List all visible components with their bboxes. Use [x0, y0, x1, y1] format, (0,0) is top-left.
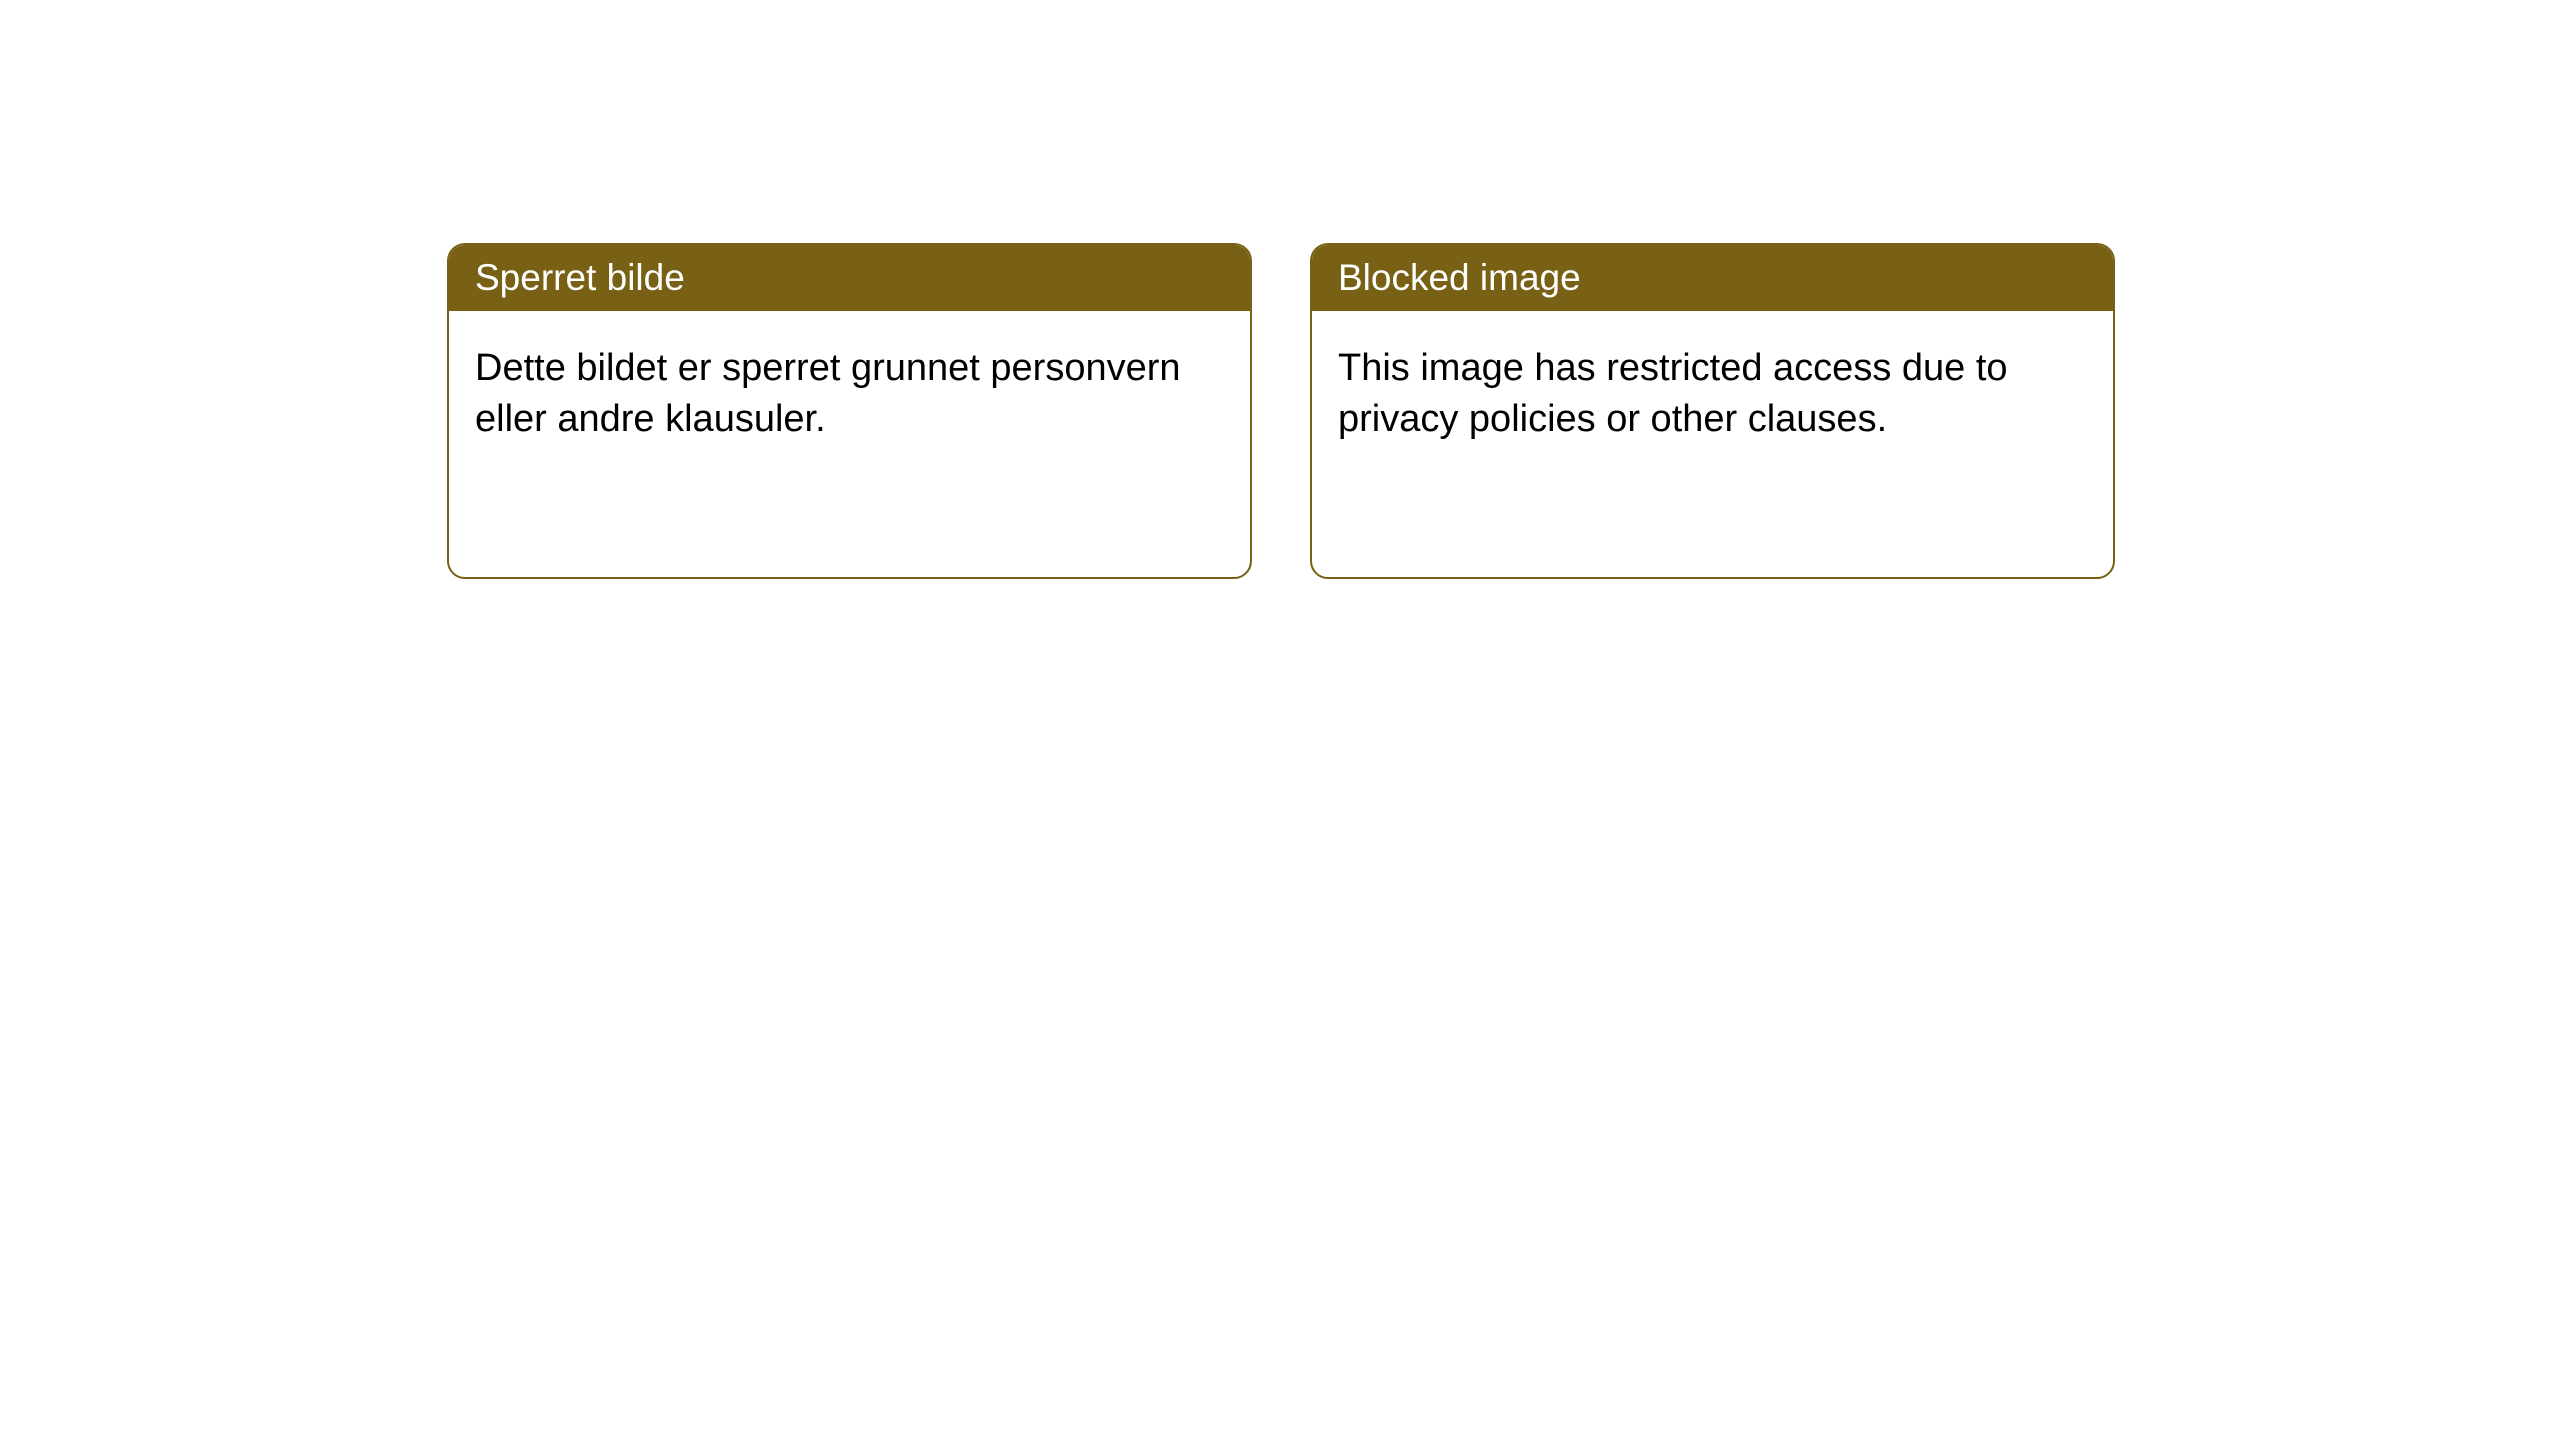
notice-header: Blocked image [1312, 245, 2113, 311]
notice-title: Sperret bilde [475, 257, 685, 298]
notice-body: Dette bildet er sperret grunnet personve… [449, 311, 1250, 478]
notice-body-text: Dette bildet er sperret grunnet personve… [475, 347, 1181, 440]
notice-card-norwegian: Sperret bilde Dette bildet er sperret gr… [447, 243, 1252, 579]
notice-body: This image has restricted access due to … [1312, 311, 2113, 478]
notice-title: Blocked image [1338, 257, 1581, 298]
notice-container: Sperret bilde Dette bildet er sperret gr… [447, 243, 2115, 579]
notice-header: Sperret bilde [449, 245, 1250, 311]
notice-card-english: Blocked image This image has restricted … [1310, 243, 2115, 579]
notice-body-text: This image has restricted access due to … [1338, 347, 2008, 440]
